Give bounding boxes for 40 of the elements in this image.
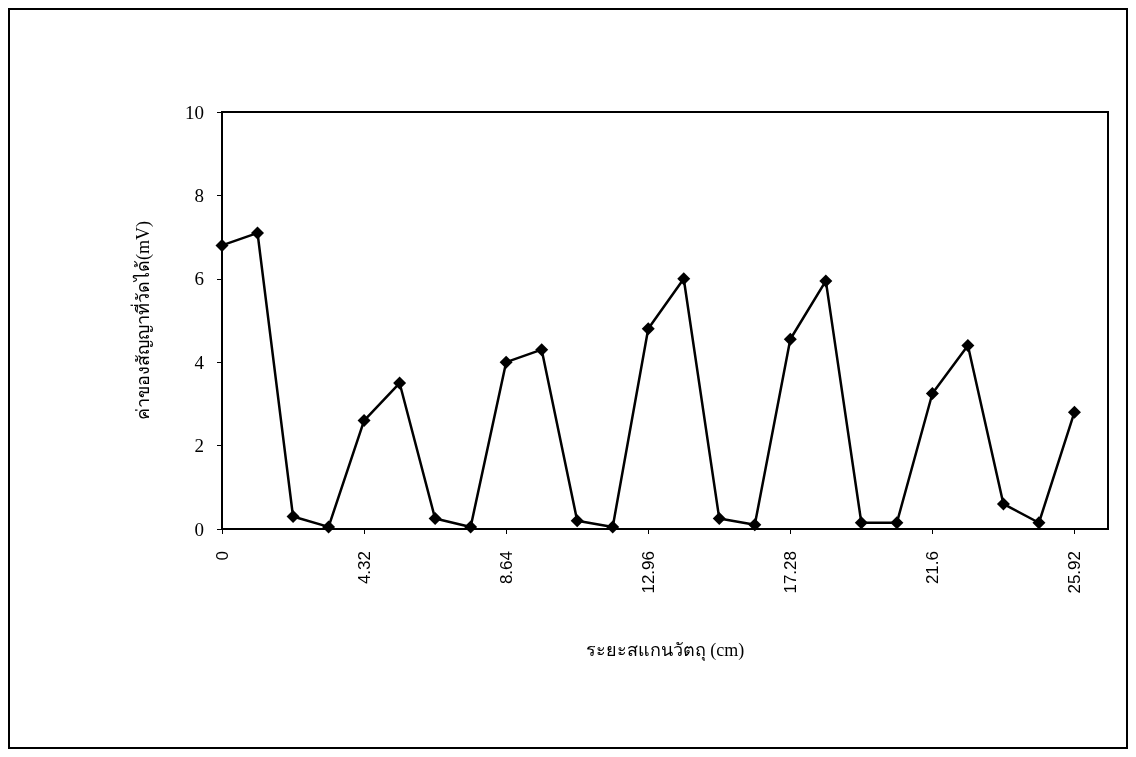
point xyxy=(428,512,442,526)
point xyxy=(215,238,229,252)
point xyxy=(535,343,549,357)
point xyxy=(322,520,336,534)
point xyxy=(925,386,939,400)
point xyxy=(1067,405,1081,419)
y-tick-label: 2 xyxy=(194,435,204,457)
point xyxy=(712,512,726,526)
point xyxy=(641,322,655,336)
y-axis-title: ค่าของสัญญาที่วัดได้(mV) xyxy=(130,221,154,420)
x-tick-label: 4.32 xyxy=(354,551,374,585)
point xyxy=(499,355,513,369)
y-tick-label: 0 xyxy=(194,518,204,540)
x-tick-label: 17.28 xyxy=(780,551,800,594)
point xyxy=(357,414,371,428)
y-tick-label: 6 xyxy=(194,268,204,290)
x-axis-title: ระยะสแกนวัตถุ (cm) xyxy=(585,640,745,661)
point xyxy=(677,272,691,286)
point xyxy=(464,520,478,534)
x-tick-label: 8.64 xyxy=(496,551,516,585)
point xyxy=(251,226,265,240)
point xyxy=(890,516,904,530)
point xyxy=(819,274,833,288)
x-tick-label: 0 xyxy=(212,551,232,561)
y-tick-label: 8 xyxy=(194,184,204,206)
point xyxy=(854,516,868,530)
y-tick-label: 4 xyxy=(194,351,205,373)
point xyxy=(393,376,407,390)
y-tick-label: 10 xyxy=(185,101,204,123)
point xyxy=(961,339,975,353)
point xyxy=(570,514,584,528)
point xyxy=(606,520,620,534)
point xyxy=(748,518,762,532)
x-tick-label: 21.6 xyxy=(922,551,942,585)
point xyxy=(1032,516,1046,530)
x-tick-label: 25.92 xyxy=(1064,551,1084,594)
point xyxy=(996,497,1010,511)
x-tick-label: 12.96 xyxy=(638,551,658,594)
point xyxy=(783,332,797,346)
point xyxy=(286,509,300,523)
